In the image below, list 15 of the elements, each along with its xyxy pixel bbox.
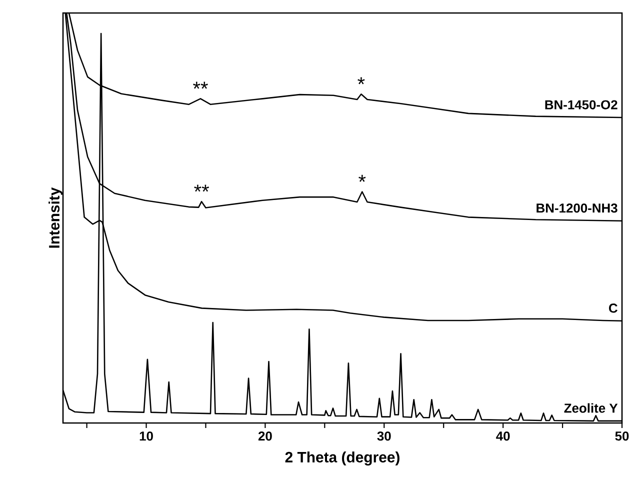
x-tick-label: 20 [258,431,272,441]
x-tick-label: 50 [615,431,629,441]
annotation: ** [194,184,210,192]
x-axis-title: 2 Theta (degree) [285,452,400,466]
annotation: ** [193,82,208,89]
series-label: BN-1450-O2 [545,100,618,110]
x-tick-label: 30 [377,431,391,441]
series-label: Zeolite Y [564,403,618,413]
y-axis-title: Intensity [48,187,62,248]
series-label: BN-1200-NH3 [536,203,618,213]
annotation: * [358,174,366,182]
annotation: * [358,77,365,84]
x-tick-label: 40 [496,431,510,441]
series-label: C [609,304,618,313]
x-tick-label: 10 [140,431,153,441]
